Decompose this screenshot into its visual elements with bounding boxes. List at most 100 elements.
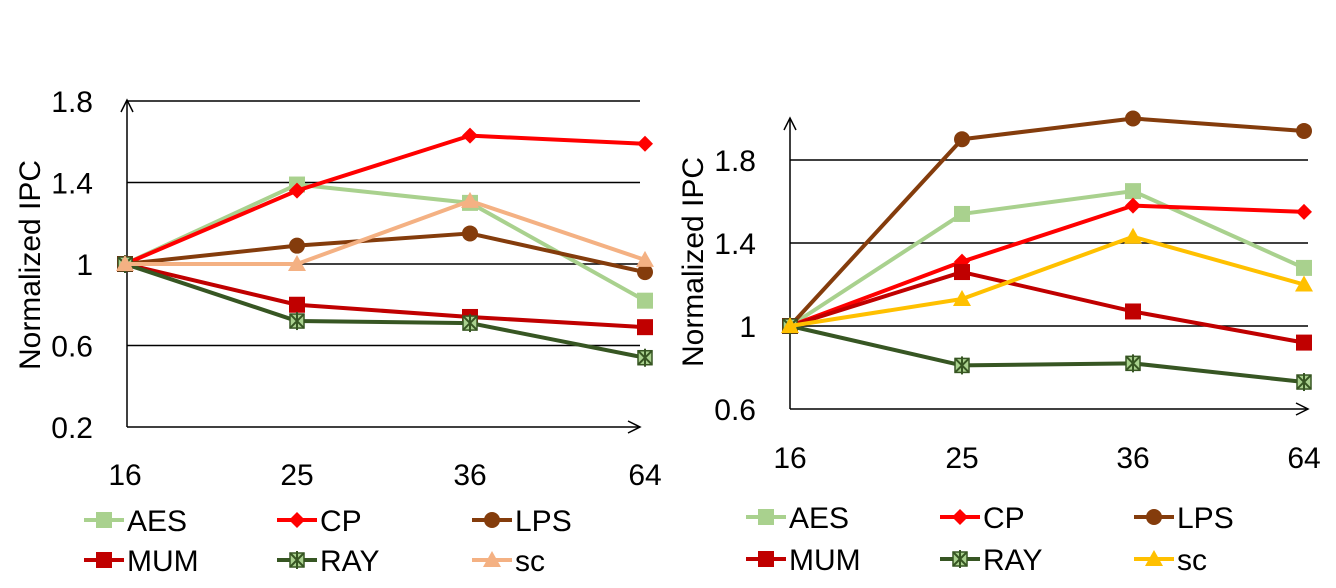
data-point-sc — [116, 255, 134, 271]
y-tick-label: 1.4 — [51, 168, 93, 201]
legend-marker — [484, 512, 500, 528]
legend-item-lps: LPS — [472, 505, 572, 538]
data-point-sc — [1295, 275, 1313, 292]
data-point-mum — [954, 264, 970, 281]
x-tick-label: 64 — [1287, 442, 1320, 475]
legend-marker — [289, 551, 305, 569]
data-point-cp — [1296, 203, 1312, 220]
series-line-mum — [789, 270, 1305, 345]
data-point-aes — [637, 292, 653, 309]
x-tick-label: 16 — [108, 459, 141, 492]
legend-label: CP — [983, 502, 1025, 535]
data-point-sc — [953, 290, 971, 307]
data-point-aes — [1125, 183, 1141, 200]
series-line-lps — [788, 116, 1305, 328]
series-line-sc — [789, 234, 1305, 328]
legend-label: LPS — [515, 505, 572, 538]
data-point-lps — [289, 237, 305, 254]
data-point-sc — [1124, 227, 1142, 244]
series-line-mum — [124, 262, 646, 330]
legend-label: RAY — [983, 544, 1042, 577]
legend-marker — [1145, 550, 1163, 566]
data-point-sc — [288, 255, 306, 271]
data-point-lps — [462, 225, 478, 242]
data-point-cp — [462, 127, 478, 144]
data-point-mum — [637, 319, 653, 336]
legend-item-cp: CP — [277, 505, 362, 538]
chart-2: 1.8 1.4 1 0.6 16 25 36 64 Normalized IPC AES CP LPS… — [677, 110, 1321, 577]
legend-item-sc: sc — [472, 545, 545, 578]
data-point-ray — [289, 312, 305, 331]
legend-item-aes: AES — [84, 505, 187, 538]
series-line-sc — [125, 198, 646, 266]
legend-item-mum: MUM — [84, 545, 199, 578]
y-axis-label: Normalized IPC — [14, 160, 47, 370]
y-tick-label: 0.2 — [51, 412, 93, 445]
data-point-sc — [781, 317, 799, 333]
y-tick-label: 1 — [76, 249, 93, 282]
legend-marker — [952, 509, 968, 525]
legend-label: LPS — [1177, 502, 1234, 535]
data-point-sc — [461, 191, 479, 208]
data-point-lps — [637, 264, 653, 281]
legend-item-mum: MUM — [746, 544, 861, 577]
series-line-cp — [124, 133, 646, 266]
data-point-cp — [637, 135, 653, 152]
legend-label: sc — [1177, 544, 1207, 577]
legend-marker — [758, 509, 774, 525]
data-point-mum — [289, 296, 305, 313]
legend-item-aes: AES — [746, 502, 849, 535]
x-axis-arrow — [1295, 402, 1310, 416]
x-tick-label: 64 — [628, 459, 661, 492]
series-line-ray — [789, 324, 1305, 385]
legend-label: MUM — [127, 545, 199, 578]
data-point-mum — [1296, 334, 1312, 351]
chart-1: 1.8 1.4 1 0.6 0.2 16 25 36 64 Normalized IPC AES CP… — [14, 86, 662, 578]
y-tick-label: 0.6 — [51, 331, 93, 364]
data-point-ray — [637, 348, 653, 367]
data-point-lps — [954, 131, 970, 148]
legend-item-ray: RAY — [277, 545, 379, 578]
legend-label: RAY — [320, 545, 379, 578]
x-tick-label: 16 — [773, 442, 806, 475]
legend-marker — [96, 512, 112, 528]
legend-item-cp: CP — [940, 502, 1025, 535]
legend-item-lps: LPS — [1134, 502, 1234, 535]
y-axis-arrow — [783, 116, 797, 131]
y-tick-label: 1.8 — [51, 86, 93, 119]
x-tick-label: 25 — [945, 442, 978, 475]
series-line-cp — [789, 203, 1305, 328]
legend-label: CP — [320, 505, 362, 538]
legend-marker — [96, 552, 112, 568]
y-tick-label: 1.8 — [714, 145, 756, 178]
data-point-cp — [289, 182, 305, 199]
series-line-ray — [124, 262, 646, 360]
legend-marker — [758, 551, 774, 567]
y-tick-label: 0.6 — [714, 394, 756, 427]
series-line-lps — [124, 231, 646, 275]
data-point-aes — [954, 205, 970, 222]
legend-marker — [289, 512, 305, 528]
legend-label: AES — [127, 505, 187, 538]
data-point-lps — [1296, 122, 1312, 139]
x-axis-arrow — [627, 420, 642, 434]
legend-marker — [1146, 509, 1162, 525]
legend-label: AES — [789, 502, 849, 535]
legend-item-sc: sc — [1134, 544, 1207, 577]
y-axis-label: Normalized IPC — [677, 157, 710, 367]
y-tick-label: 1.4 — [714, 228, 756, 261]
data-point-cp — [1125, 197, 1141, 214]
legend-item-ray: RAY — [940, 544, 1042, 577]
data-point-lps — [1125, 110, 1141, 127]
series-line-aes — [788, 189, 1305, 328]
data-point-mum — [1125, 303, 1141, 320]
legend-label: MUM — [789, 544, 861, 577]
data-point-ray — [1296, 373, 1312, 392]
legend-marker — [952, 550, 968, 568]
legend-label: sc — [515, 545, 545, 578]
data-point-ray — [954, 356, 970, 375]
x-tick-label: 25 — [280, 459, 313, 492]
data-point-aes — [1296, 259, 1312, 276]
y-tick-label: 1 — [739, 311, 756, 344]
